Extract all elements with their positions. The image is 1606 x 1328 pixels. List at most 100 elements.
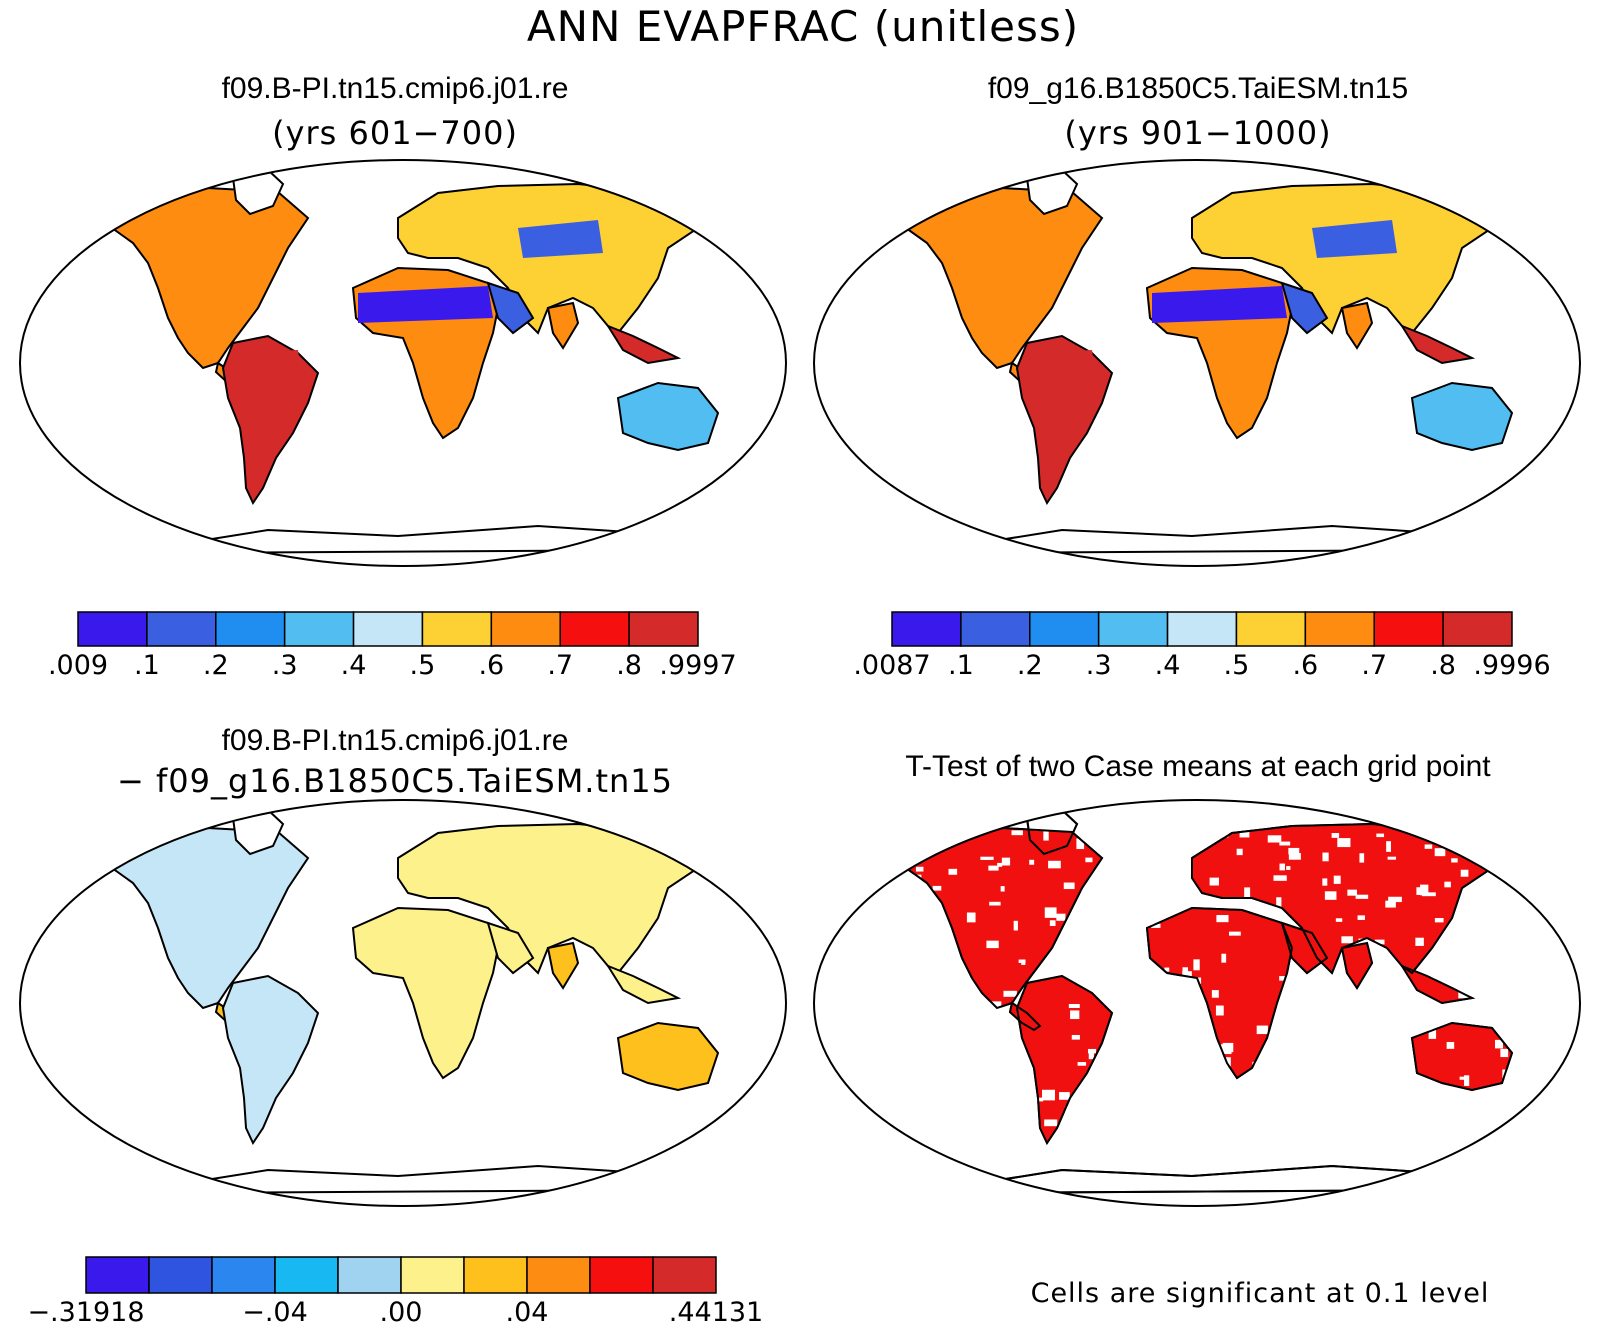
insignificant-cell [1221, 953, 1227, 963]
colorbar-box [274, 1256, 339, 1294]
insignificant-cell [1210, 1087, 1224, 1093]
coastline-india [1340, 941, 1374, 990]
insignificant-cell [935, 911, 940, 917]
colorbar-box [526, 1256, 591, 1294]
insignificant-cell [948, 868, 958, 875]
insignificant-cell [1013, 920, 1018, 931]
land-fill-group [96, 168, 720, 555]
colorbar-box [77, 611, 148, 647]
insignificant-cell [901, 989, 908, 997]
insignificant-cell [905, 1075, 912, 1081]
insignificant-cell [1288, 853, 1301, 860]
insignificant-cell [899, 961, 914, 969]
insignificant-cell [1508, 993, 1517, 999]
insignificant-cell [1221, 1102, 1229, 1108]
colorbar-difference [85, 1256, 717, 1294]
colorbar-tick-label: .8 [616, 650, 642, 681]
insignificant-cell [1070, 1010, 1080, 1020]
insignificant-cell [1332, 1008, 1338, 1014]
insignificant-cell [1430, 972, 1437, 979]
insignificant-cell [1100, 965, 1108, 977]
main-title: ANN EVAPFRAC (unitless) [526, 2, 1080, 51]
insignificant-cell [890, 993, 903, 1005]
insignificant-cell [895, 876, 901, 885]
insignificant-cell [1124, 961, 1133, 972]
insignificant-cell [897, 1001, 910, 1009]
insignificant-cell [1451, 858, 1458, 863]
insignificant-cell [1126, 866, 1136, 875]
insignificant-cell [1279, 976, 1286, 981]
colorbar-tick-label: .4 [1154, 650, 1181, 681]
insignificant-cell [897, 918, 902, 923]
coastline-northAmerica [890, 826, 1104, 1010]
colorbar-box [148, 1256, 213, 1294]
insignificant-cell [1365, 981, 1379, 985]
colorbar-tick-label: .2 [1016, 650, 1043, 681]
insignificant-cell [1285, 1034, 1292, 1045]
insignificant-cell [1295, 980, 1306, 990]
insignificant-cell [1143, 1045, 1157, 1054]
insignificant-cell [1236, 848, 1243, 856]
colorbar-box [1442, 611, 1513, 647]
insignificant-cell [1029, 859, 1035, 865]
amazon-wet-region [1034, 350, 1097, 398]
insignificant-cell [1228, 931, 1241, 936]
insignificant-cell [932, 885, 942, 891]
insignificant-cell [908, 831, 920, 837]
insignificant-cell [1376, 833, 1385, 838]
insignificant-cell [1007, 1072, 1017, 1082]
insignificant-cell [878, 1035, 887, 1043]
insignificant-cell [1279, 841, 1291, 846]
insignificant-cell [1145, 883, 1155, 890]
map-frame [19, 799, 787, 1207]
panel-2-subtitle: (yrs 901−1000) [1064, 114, 1332, 152]
colorbar-box [1097, 611, 1169, 647]
insignificant-cell [910, 874, 922, 883]
insignificant-cell [1042, 1089, 1056, 1101]
insignificant-cell [892, 1119, 902, 1129]
insignificant-cell [1085, 857, 1093, 863]
insignificant-cell [1458, 987, 1471, 999]
colorbar-box [1373, 611, 1444, 647]
insignificant-cell [1081, 890, 1091, 894]
insignificant-cell [1512, 929, 1518, 938]
insignificant-cell [1483, 847, 1493, 854]
insignificant-cell [920, 930, 932, 939]
insignificant-cell [1424, 844, 1433, 849]
insignificant-cell [1301, 1090, 1310, 1095]
insignificant-cell [1327, 1047, 1336, 1054]
significant-cells-europeAsia [1192, 824, 1502, 973]
insignificant-cell [1340, 1003, 1346, 1014]
insignificant-cell [1494, 1016, 1501, 1026]
land-fill-group [890, 168, 1514, 555]
insignificant-cell [1182, 967, 1189, 978]
insignificant-cell [905, 936, 913, 946]
insignificant-cell [1364, 1053, 1374, 1061]
central-asia-dry-region [518, 220, 603, 258]
insignificant-cell [966, 912, 976, 923]
insignificant-cell [1267, 835, 1282, 843]
insignificant-cell [1282, 1025, 1297, 1030]
insignificant-cell [1288, 847, 1300, 855]
insignificant-cell [903, 1032, 910, 1043]
coastline-centralAmerica [1008, 1001, 1042, 1032]
colorbar-box [891, 611, 962, 647]
landmass-australia [616, 1021, 720, 1092]
significant-cells-australia [1412, 1023, 1512, 1090]
colorbar-tick-label: .1 [133, 650, 160, 681]
insignificant-cell [1144, 1095, 1156, 1106]
insignificant-cell [939, 1044, 947, 1051]
landmass-arabia [486, 921, 535, 975]
insignificant-cell [1329, 1090, 1338, 1100]
insignificant-cell [1468, 887, 1479, 893]
insignificant-cell [1138, 1072, 1144, 1080]
map-panel-ttest [813, 799, 1581, 1207]
insignificant-cell [898, 947, 907, 951]
insignificant-cell [938, 965, 953, 972]
insignificant-cell [1145, 900, 1159, 910]
insignificant-cell [1385, 900, 1396, 908]
insignificant-cell [1138, 967, 1151, 976]
insignificant-cell [1498, 1119, 1505, 1128]
insignificant-cell [1342, 1046, 1348, 1052]
insignificant-cell [1211, 1093, 1224, 1104]
